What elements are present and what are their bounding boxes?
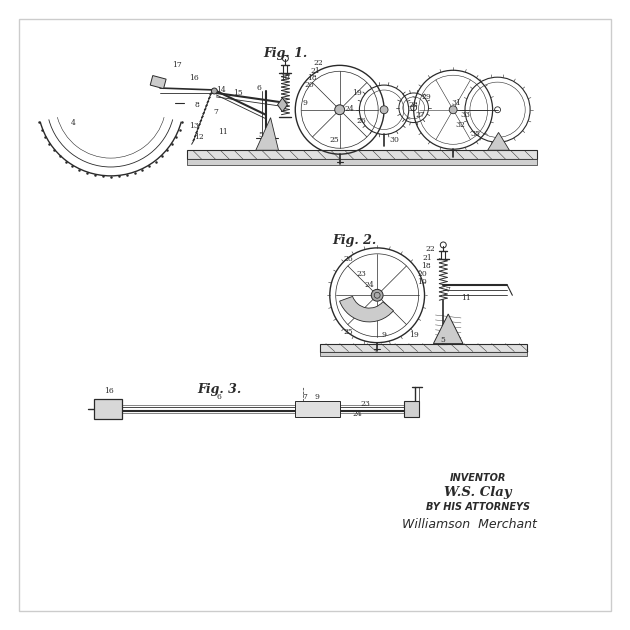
Circle shape xyxy=(371,289,383,301)
Text: 6: 6 xyxy=(256,84,261,92)
Text: 11: 11 xyxy=(219,129,228,137)
Text: 24: 24 xyxy=(353,410,362,418)
Bar xyxy=(150,76,166,89)
Text: 17: 17 xyxy=(172,61,181,69)
Text: 26: 26 xyxy=(357,117,366,125)
Text: 9: 9 xyxy=(302,99,307,107)
Text: 8: 8 xyxy=(194,101,199,109)
Text: 33: 33 xyxy=(460,111,470,118)
Text: 10: 10 xyxy=(280,74,290,82)
Text: 18: 18 xyxy=(307,74,317,82)
Text: 5: 5 xyxy=(441,336,445,344)
Text: 24: 24 xyxy=(345,105,355,113)
Bar xyxy=(186,150,537,159)
Text: 22: 22 xyxy=(426,245,435,253)
Text: 23: 23 xyxy=(357,270,366,278)
Text: 24: 24 xyxy=(364,282,374,289)
Text: 9: 9 xyxy=(314,393,319,401)
Text: 16: 16 xyxy=(104,387,113,395)
Polygon shape xyxy=(433,314,463,343)
Text: 28: 28 xyxy=(409,101,418,109)
Bar xyxy=(186,159,537,165)
Text: 21: 21 xyxy=(423,254,432,262)
Text: 25: 25 xyxy=(344,328,353,336)
Text: 21: 21 xyxy=(310,67,320,75)
Text: 31: 31 xyxy=(451,99,461,107)
Bar xyxy=(404,401,418,416)
Text: 19: 19 xyxy=(409,331,418,339)
Polygon shape xyxy=(256,118,278,150)
Text: 4: 4 xyxy=(71,118,76,127)
Text: 6: 6 xyxy=(217,393,222,401)
Circle shape xyxy=(380,106,388,113)
Text: 26: 26 xyxy=(344,255,353,263)
Text: 7: 7 xyxy=(446,286,450,294)
Text: Fig. 1.: Fig. 1. xyxy=(263,47,307,60)
Text: 7: 7 xyxy=(213,108,218,116)
Circle shape xyxy=(212,88,217,94)
Bar xyxy=(94,399,122,418)
Bar xyxy=(295,401,340,416)
Text: W.S. Clay: W.S. Clay xyxy=(444,486,512,499)
Text: Fig. 3.: Fig. 3. xyxy=(197,382,241,396)
Wedge shape xyxy=(340,296,394,322)
Text: 20: 20 xyxy=(418,270,427,278)
Text: 23: 23 xyxy=(360,400,370,408)
Polygon shape xyxy=(488,132,510,150)
Bar xyxy=(320,352,527,357)
Text: 32: 32 xyxy=(455,120,465,129)
Text: 35: 35 xyxy=(470,130,480,139)
Text: 30: 30 xyxy=(389,136,399,144)
Text: 13: 13 xyxy=(189,122,198,130)
Text: 25: 25 xyxy=(330,136,340,144)
Circle shape xyxy=(335,105,345,115)
Bar xyxy=(320,343,527,352)
Text: 12: 12 xyxy=(193,134,203,141)
Text: 18: 18 xyxy=(421,261,430,270)
Text: 17: 17 xyxy=(105,403,115,411)
Text: 29: 29 xyxy=(421,93,432,101)
Text: 11: 11 xyxy=(461,294,471,302)
Text: Fig. 2.: Fig. 2. xyxy=(333,234,377,248)
Text: 14: 14 xyxy=(216,86,226,94)
Text: 5: 5 xyxy=(258,132,263,139)
Text: 7: 7 xyxy=(302,393,307,401)
Text: 22: 22 xyxy=(313,59,323,67)
Text: 15: 15 xyxy=(233,89,243,97)
Text: 27: 27 xyxy=(416,111,425,118)
Circle shape xyxy=(449,106,457,113)
Text: 10: 10 xyxy=(416,278,427,287)
Text: Williamson  Merchant: Williamson Merchant xyxy=(403,518,537,530)
Text: BY HIS ATTORNEYS: BY HIS ATTORNEYS xyxy=(426,502,530,512)
Polygon shape xyxy=(277,98,287,112)
Text: 9: 9 xyxy=(382,331,387,339)
Text: 16: 16 xyxy=(189,74,198,82)
Text: 19: 19 xyxy=(353,89,362,97)
Text: INVENTOR: INVENTOR xyxy=(450,473,506,483)
Text: 8: 8 xyxy=(304,404,309,413)
Text: 20: 20 xyxy=(304,81,314,89)
